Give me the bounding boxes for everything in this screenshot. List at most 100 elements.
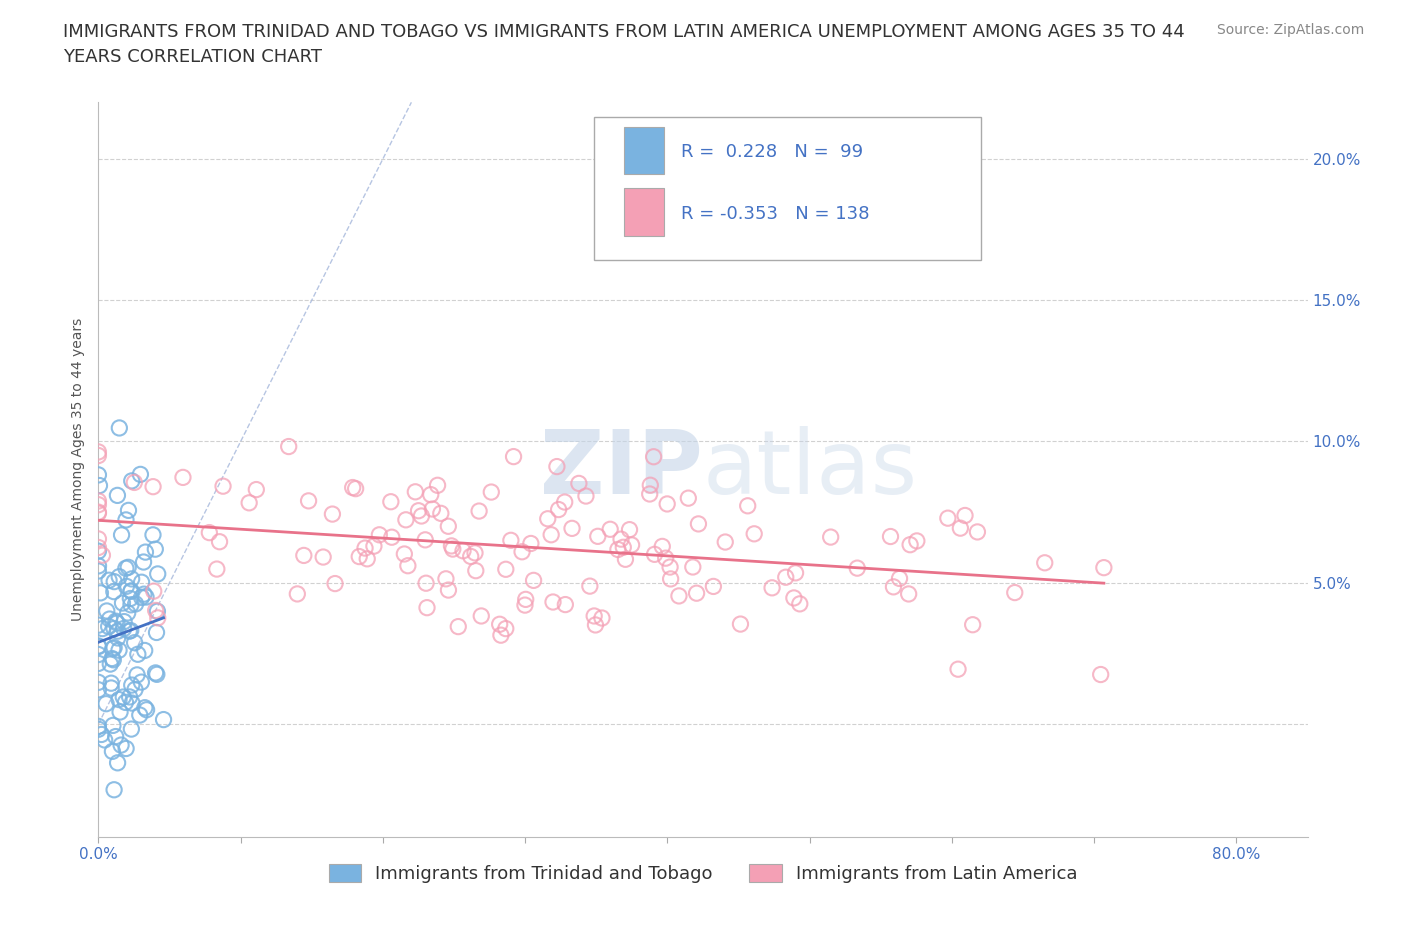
Point (101, 642, 124, 657)
Point (783, 591, 806, 605)
Point (905, 534, 928, 549)
FancyBboxPatch shape (624, 126, 664, 174)
Point (87, 558, 110, 573)
Point (685, 586, 707, 601)
Point (682, 560, 704, 575)
Point (638, 486, 661, 501)
Point (87, 544, 110, 559)
Point (659, 571, 682, 586)
Point (87, 505, 110, 520)
Point (87, 656, 110, 671)
Point (820, 530, 842, 545)
Point (91, 621, 114, 636)
Point (129, 467, 152, 482)
Point (437, 582, 460, 597)
Point (97, 619, 120, 634)
Point (495, 562, 517, 577)
Point (114, 695, 136, 710)
Point (342, 480, 364, 495)
Point (142, 527, 165, 542)
Text: ZIP: ZIP (540, 426, 703, 513)
Point (546, 459, 568, 474)
Point (120, 597, 142, 612)
Point (121, 571, 143, 586)
Point (419, 487, 441, 502)
Point (470, 608, 492, 623)
Point (238, 496, 260, 511)
Point (897, 587, 920, 602)
Point (451, 543, 474, 558)
Point (585, 618, 607, 632)
Point (142, 584, 165, 599)
Point (108, 705, 131, 720)
Point (479, 485, 502, 499)
Point (124, 596, 146, 611)
Point (134, 700, 156, 715)
Point (612, 539, 634, 554)
Text: R = -0.353   N = 138: R = -0.353 N = 138 (682, 205, 870, 223)
Point (1092, 560, 1115, 575)
Point (93, 733, 115, 748)
Point (87, 683, 110, 698)
Point (87, 506, 110, 521)
Point (134, 545, 156, 560)
Point (678, 491, 700, 506)
Point (131, 674, 153, 689)
Point (659, 560, 682, 575)
Point (347, 549, 370, 564)
Point (115, 578, 138, 593)
Point (134, 643, 156, 658)
Point (103, 782, 125, 797)
Point (447, 619, 470, 634)
Point (515, 591, 537, 606)
Point (112, 614, 135, 629)
Point (292, 548, 315, 563)
Point (437, 519, 460, 534)
Point (87, 498, 110, 512)
Point (89, 585, 111, 600)
Point (426, 478, 449, 493)
Point (115, 512, 138, 527)
Point (702, 579, 724, 594)
Point (98, 612, 121, 627)
Point (460, 549, 482, 564)
Point (599, 522, 621, 537)
Point (87, 618, 110, 632)
Point (117, 605, 139, 620)
Point (523, 573, 546, 588)
Point (104, 614, 127, 629)
Point (117, 503, 139, 518)
Point (101, 744, 124, 759)
Text: IMMIGRANTS FROM TRINIDAD AND TOBAGO VS IMMIGRANTS FROM LATIN AMERICA UNEMPLOYMEN: IMMIGRANTS FROM TRINIDAD AND TOBAGO VS I… (63, 23, 1185, 41)
Point (510, 544, 533, 559)
Point (882, 579, 904, 594)
Point (953, 508, 976, 523)
Point (120, 584, 142, 599)
Y-axis label: Unemployment Among Ages 35 to 44 years: Unemployment Among Ages 35 to 44 years (72, 318, 86, 621)
Point (495, 621, 517, 636)
Text: YEARS CORRELATION CHART: YEARS CORRELATION CHART (63, 48, 322, 66)
Point (131, 575, 153, 590)
Point (277, 439, 299, 454)
Point (107, 755, 129, 770)
Point (115, 561, 138, 576)
Point (120, 591, 142, 606)
Point (146, 667, 169, 682)
Text: Source: ZipAtlas.com: Source: ZipAtlas.com (1216, 23, 1364, 37)
Point (489, 628, 512, 643)
Point (112, 690, 135, 705)
Point (356, 551, 378, 566)
Point (87, 647, 110, 662)
Point (422, 501, 444, 516)
Point (441, 541, 464, 556)
Point (898, 538, 921, 552)
Point (132, 554, 155, 569)
Point (430, 506, 453, 521)
Point (87, 448, 110, 463)
Point (962, 618, 984, 632)
Point (100, 676, 122, 691)
Point (87, 468, 110, 483)
Point (111, 595, 134, 610)
Point (96, 604, 118, 618)
Point (145, 666, 167, 681)
